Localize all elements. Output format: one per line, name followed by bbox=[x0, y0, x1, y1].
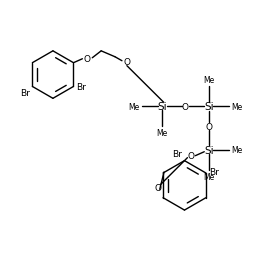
Text: Br: Br bbox=[76, 83, 86, 92]
Text: O: O bbox=[188, 152, 195, 161]
Text: Me: Me bbox=[129, 102, 140, 111]
Text: Si: Si bbox=[204, 102, 214, 112]
Text: O: O bbox=[84, 55, 91, 64]
Text: Br: Br bbox=[21, 89, 30, 98]
Text: Si: Si bbox=[157, 102, 167, 112]
Text: Me: Me bbox=[156, 129, 167, 137]
Text: O: O bbox=[123, 58, 130, 67]
Text: Me: Me bbox=[204, 172, 215, 181]
Text: Br: Br bbox=[173, 149, 182, 158]
Text: Si: Si bbox=[204, 145, 214, 155]
Text: O: O bbox=[182, 102, 189, 111]
Text: Me: Me bbox=[204, 76, 215, 85]
Text: Me: Me bbox=[231, 146, 242, 155]
Text: O: O bbox=[154, 183, 161, 192]
Text: Me: Me bbox=[231, 102, 242, 111]
Text: Br: Br bbox=[209, 167, 219, 176]
Text: O: O bbox=[206, 122, 213, 131]
